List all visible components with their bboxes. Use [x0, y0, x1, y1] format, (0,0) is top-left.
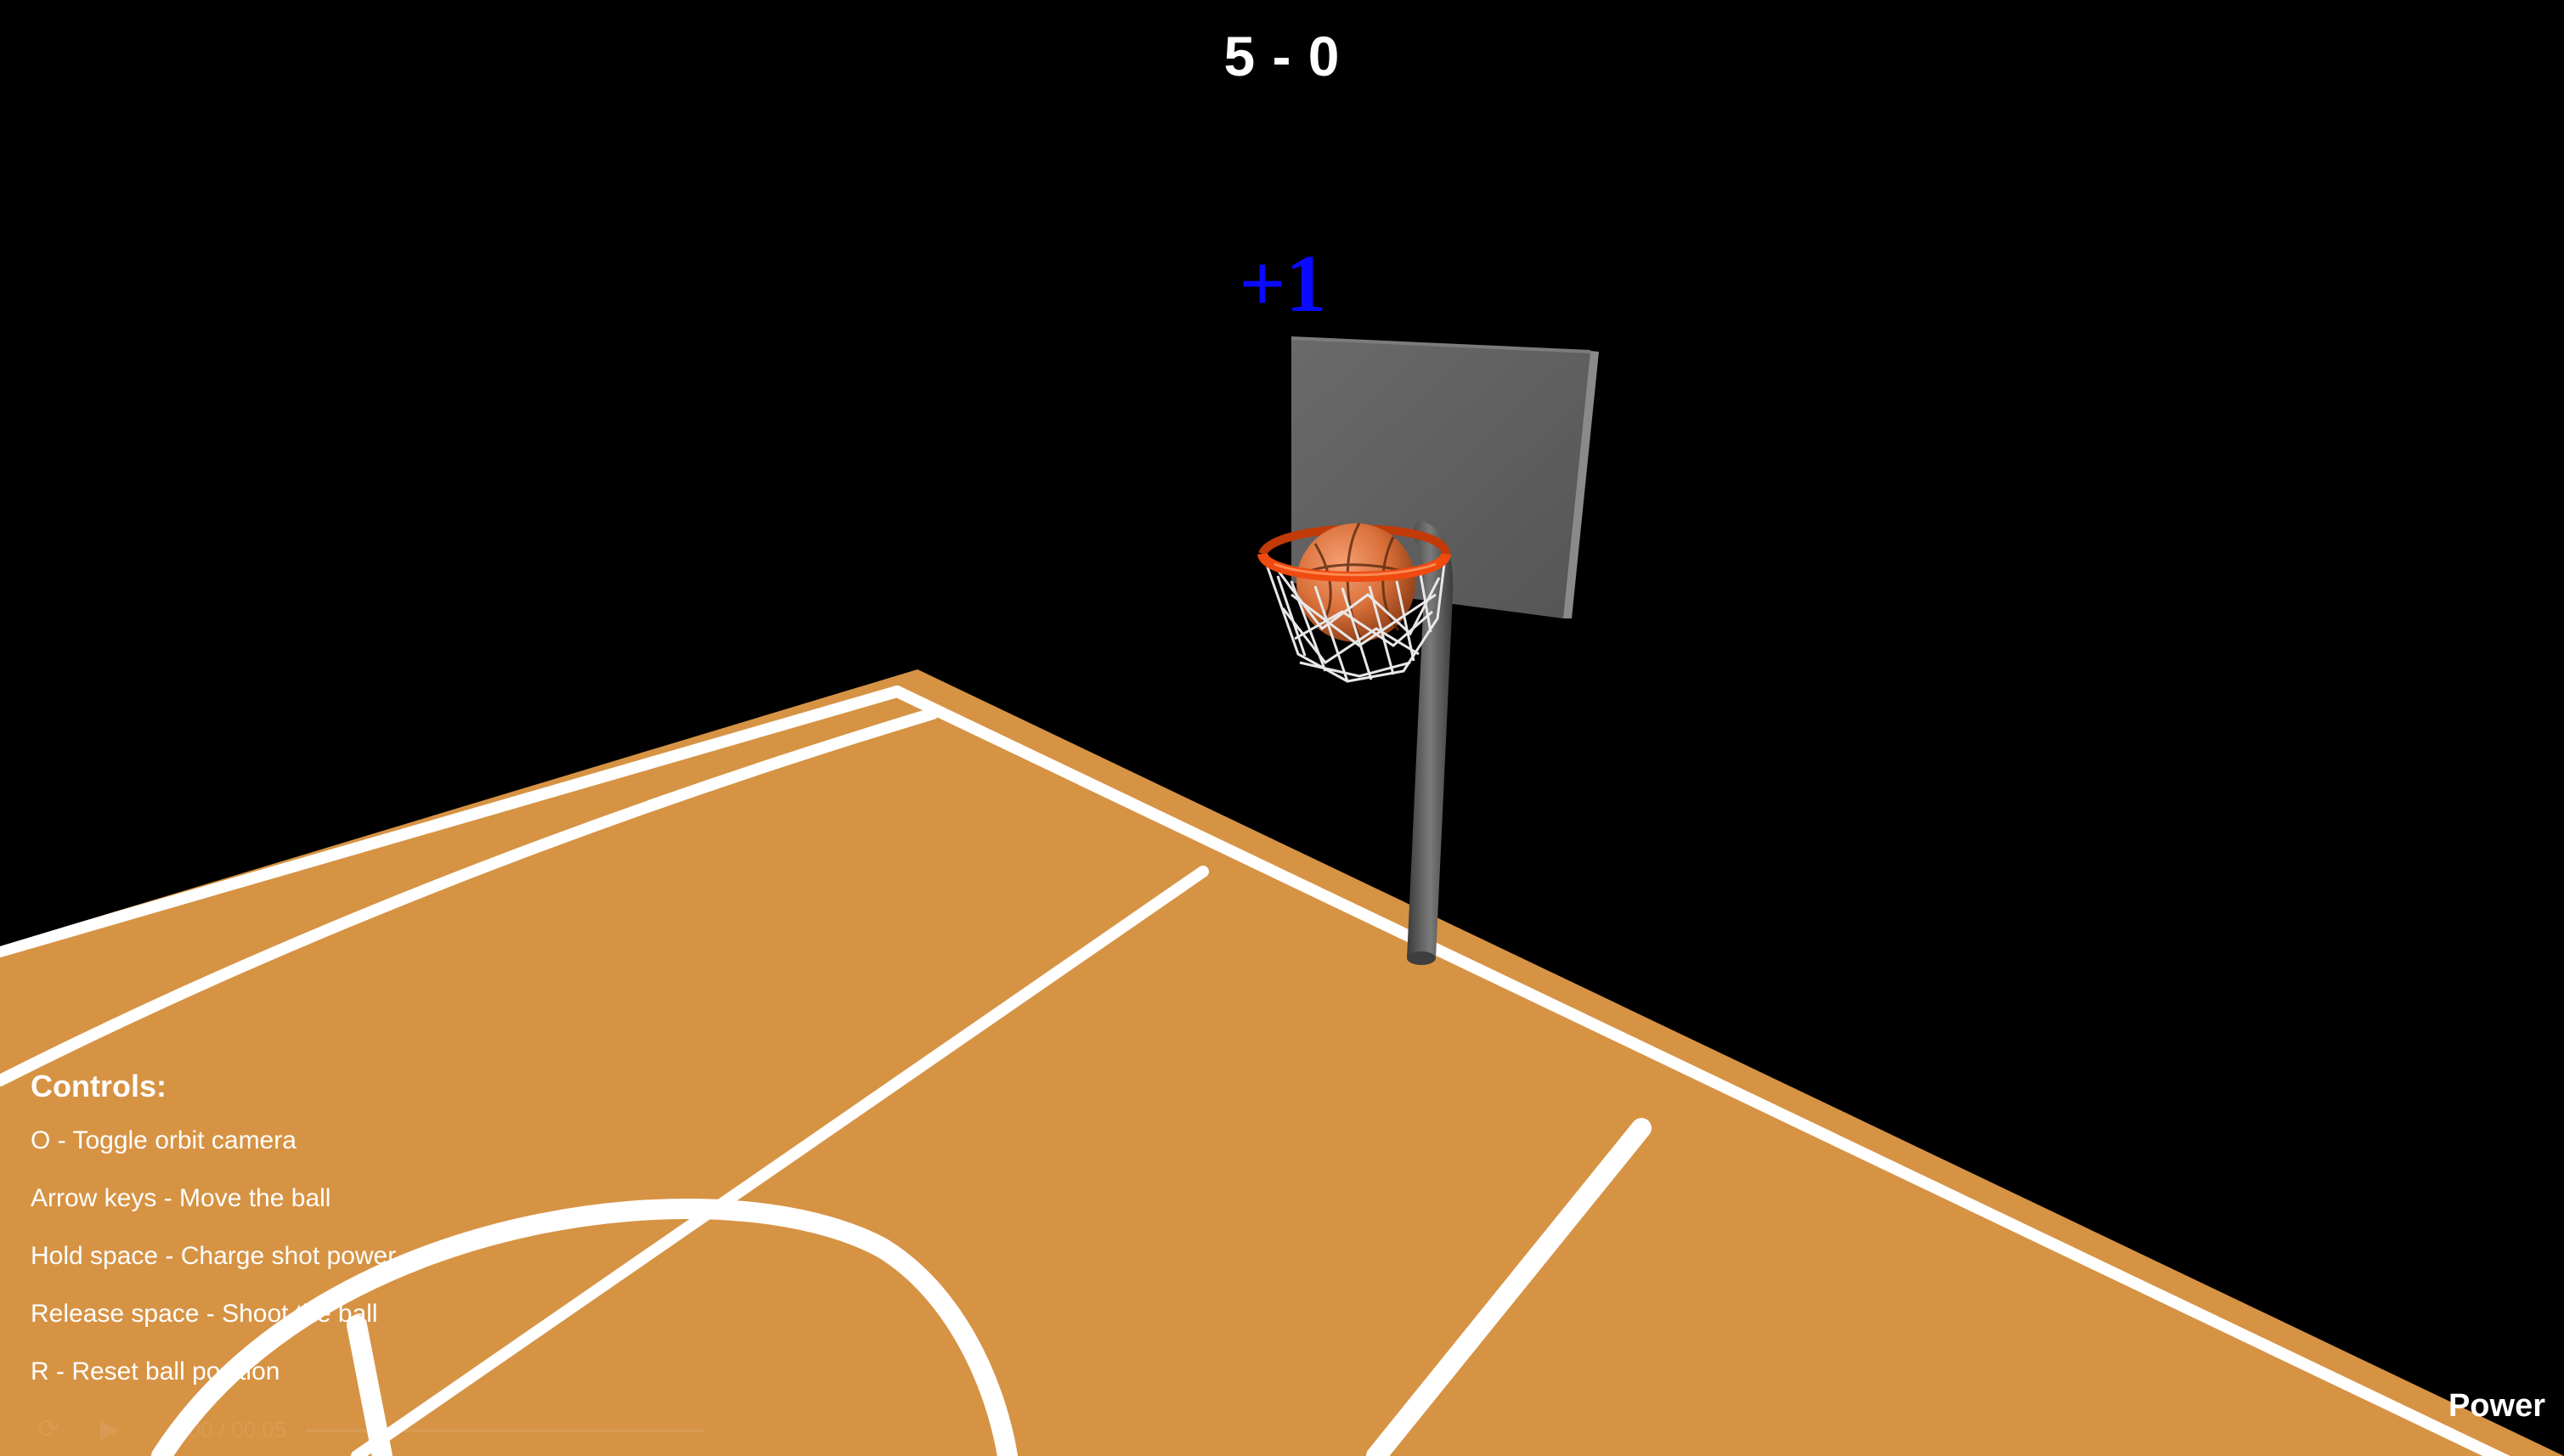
control-move-ball: Arrow keys - Move the ball	[31, 1184, 331, 1212]
control-shoot: Release space - Shoot the ball	[31, 1300, 378, 1328]
replay-icon[interactable]: ⟳	[37, 1414, 59, 1444]
power-label: Power	[2448, 1388, 2545, 1424]
control-orbit-camera: O - Toggle orbit camera	[31, 1126, 296, 1154]
court-line	[0, 708, 939, 1086]
backboard-top-edge	[1290, 336, 1591, 353]
court-line	[1366, 1118, 1652, 1456]
court-line	[151, 1199, 1018, 1456]
scoreboard: 5 - 0	[1223, 25, 1341, 87]
play-icon[interactable]: ▶	[99, 1414, 120, 1444]
video-seek-bar[interactable]	[306, 1429, 705, 1432]
control-charge-power: Hold space - Charge shot power	[31, 1242, 397, 1270]
video-time: 0:00 / 00:05	[170, 1417, 287, 1442]
rim-highlight	[1274, 562, 1437, 577]
controls-panel: Controls: O - Toggle orbit camera Arrow …	[31, 1069, 396, 1415]
rim-front	[1257, 551, 1451, 582]
score-popup: +1	[1239, 238, 1327, 329]
backboard-edge	[1562, 350, 1599, 618]
controls-title: Controls:	[31, 1069, 167, 1103]
video-controls: ⟳ ▶ 0:00 / 00:05	[0, 1405, 2564, 1456]
court-line	[347, 1315, 393, 1456]
control-reset: R - Reset ball position	[31, 1357, 280, 1385]
court-line	[891, 686, 2564, 1456]
hoop-net	[1264, 562, 1446, 683]
pole-base	[1407, 951, 1436, 965]
court-line	[0, 686, 903, 957]
hoop-pole	[1407, 520, 1454, 958]
court-line	[351, 866, 1209, 1456]
